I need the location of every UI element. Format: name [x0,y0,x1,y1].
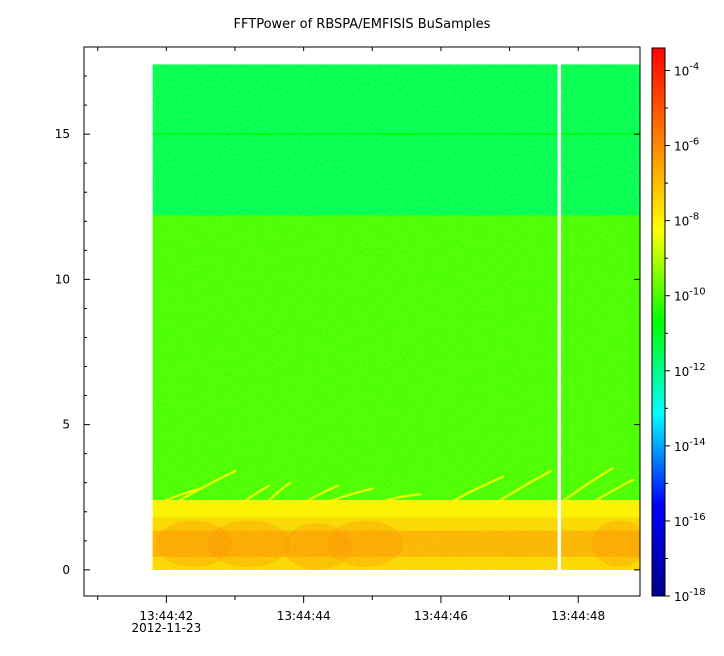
chorus-streak-2 [240,484,271,505]
y-tick-label-10: 10 [55,272,70,286]
colorbar-tick-label: 10-10 [674,287,706,304]
colorbar-tick-label: 10-16 [674,512,706,529]
plot-area [152,63,640,571]
chorus-streak-7 [453,475,504,502]
y-tick-label-0: 0 [62,563,70,577]
y-tick-label-15: 15 [55,127,70,141]
chorus-streak-4 [302,484,340,505]
plot-border [83,46,641,597]
colorbar-tick-label: 10-14 [674,437,706,454]
chorus-streak-1 [178,469,237,502]
colorbar-tick-label: 10-6 [674,137,699,154]
x-tick-label: 13:44:48 [551,609,605,623]
chorus-streak-6 [384,493,422,502]
colorbar [651,47,666,597]
colorbar-tick-label: 10-18 [674,587,706,604]
chorus-streak-5 [323,487,374,505]
x-tick-label: 13:44:42 [139,609,193,623]
date-label: 2012-11-23 [131,621,201,635]
spectral-noise [152,64,640,570]
y-tick-label-5: 5 [62,418,70,432]
chorus-streak-3 [268,481,292,502]
chorus-streak-8 [494,469,552,505]
colorbar-tick-label: 10-4 [674,62,699,79]
colorbar-tick-label: 10-8 [674,212,699,229]
x-tick-label: 13:44:44 [277,609,331,623]
chorus-streak-10 [590,478,635,505]
x-tick-label: 13:44:46 [414,609,468,623]
chart-title: FFTPower of RBSPA/EMFISIS BuSamples [233,17,491,32]
data-gap [557,63,562,571]
chorus-streak-9 [563,467,614,502]
colorbar-tick-label: 10-12 [674,362,706,379]
